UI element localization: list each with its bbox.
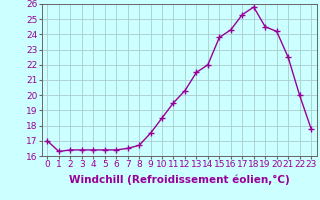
X-axis label: Windchill (Refroidissement éolien,°C): Windchill (Refroidissement éolien,°C) [69, 175, 290, 185]
